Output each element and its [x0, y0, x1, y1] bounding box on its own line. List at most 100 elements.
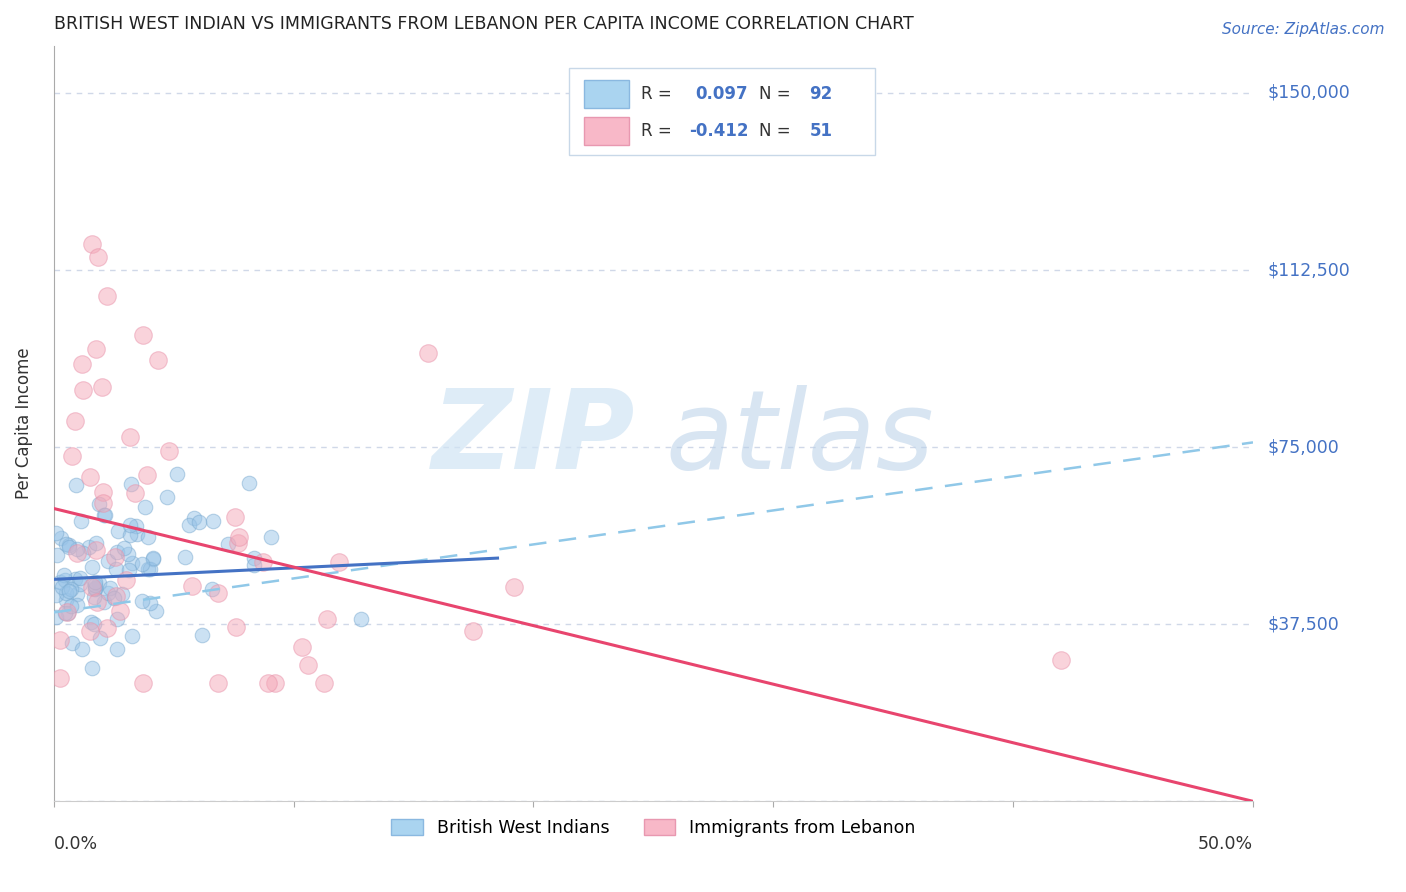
- Point: [257, 675, 280, 690]
- Point: [142, 552, 165, 566]
- Point: [142, 551, 165, 566]
- Point: [260, 530, 283, 544]
- Y-axis label: Per Capita Income: Per Capita Income: [15, 348, 32, 500]
- Point: [60, 450, 83, 464]
- Point: [132, 676, 155, 690]
- Text: Source: ZipAtlas.com: Source: ZipAtlas.com: [1222, 22, 1385, 37]
- Point: [139, 562, 162, 576]
- Point: [84, 535, 107, 549]
- Point: [118, 563, 141, 577]
- Point: [252, 555, 274, 569]
- Text: 0.0%: 0.0%: [53, 835, 98, 854]
- FancyBboxPatch shape: [569, 69, 876, 155]
- Text: 50.0%: 50.0%: [1198, 835, 1253, 854]
- Point: [224, 510, 246, 524]
- Text: atlas: atlas: [665, 385, 934, 492]
- Point: [80, 581, 103, 595]
- Point: [53, 607, 76, 621]
- Point: [96, 289, 118, 303]
- Point: [125, 518, 148, 533]
- Point: [139, 596, 162, 610]
- Point: [217, 537, 239, 551]
- Text: $112,500: $112,500: [1267, 261, 1350, 279]
- Point: [65, 414, 87, 428]
- Point: [146, 353, 169, 368]
- Point: [89, 576, 111, 591]
- Point: [60, 582, 83, 596]
- Point: [80, 560, 103, 574]
- Point: [135, 468, 157, 483]
- Point: [105, 589, 128, 603]
- Point: [51, 580, 73, 594]
- Point: [53, 573, 76, 587]
- Point: [55, 593, 77, 607]
- Point: [201, 582, 224, 596]
- Point: [60, 636, 83, 650]
- Point: [93, 595, 115, 609]
- Point: [190, 628, 212, 642]
- Point: [118, 430, 141, 444]
- Point: [226, 536, 249, 550]
- Point: [1050, 653, 1073, 667]
- Point: [58, 540, 80, 554]
- Point: [104, 562, 127, 576]
- Point: [134, 500, 156, 514]
- Legend: British West Indians, Immigrants from Lebanon: British West Indians, Immigrants from Le…: [382, 810, 924, 846]
- Point: [58, 584, 80, 599]
- Point: [83, 616, 105, 631]
- Point: [461, 624, 484, 638]
- Point: [110, 587, 132, 601]
- Point: [157, 444, 180, 458]
- Point: [183, 511, 205, 525]
- Point: [84, 343, 107, 357]
- Point: [46, 548, 69, 562]
- Point: [121, 629, 143, 643]
- Point: [225, 620, 247, 634]
- Text: $37,500: $37,500: [1267, 615, 1339, 633]
- Text: 92: 92: [810, 85, 832, 103]
- Point: [45, 588, 67, 602]
- Point: [80, 615, 103, 629]
- Point: [503, 580, 526, 594]
- Point: [207, 585, 229, 599]
- Point: [136, 562, 159, 576]
- Point: [316, 611, 339, 625]
- Point: [156, 490, 179, 504]
- Text: 51: 51: [810, 122, 832, 140]
- Point: [120, 517, 142, 532]
- Point: [56, 606, 79, 620]
- Point: [87, 250, 110, 264]
- Point: [93, 485, 115, 500]
- Point: [207, 676, 229, 690]
- Point: [72, 384, 94, 398]
- Text: -0.412: -0.412: [689, 122, 749, 140]
- Point: [131, 594, 153, 608]
- Point: [58, 538, 80, 552]
- Point: [82, 237, 104, 252]
- Point: [201, 514, 224, 528]
- FancyBboxPatch shape: [583, 117, 630, 145]
- Point: [66, 546, 89, 560]
- Point: [69, 571, 91, 585]
- Point: [45, 610, 67, 624]
- Point: [45, 525, 67, 540]
- Point: [80, 661, 103, 675]
- Point: [103, 591, 125, 606]
- Point: [117, 547, 139, 561]
- Point: [83, 582, 105, 596]
- Point: [131, 557, 153, 571]
- Point: [65, 542, 87, 557]
- Point: [84, 575, 107, 590]
- Point: [105, 641, 128, 656]
- Point: [49, 575, 72, 590]
- Point: [84, 543, 107, 558]
- Point: [65, 478, 87, 492]
- Point: [79, 469, 101, 483]
- Point: [104, 550, 127, 565]
- Point: [418, 346, 440, 360]
- Point: [56, 605, 79, 619]
- Point: [55, 537, 77, 551]
- Point: [136, 530, 159, 544]
- Point: [94, 508, 117, 522]
- Point: [70, 357, 93, 371]
